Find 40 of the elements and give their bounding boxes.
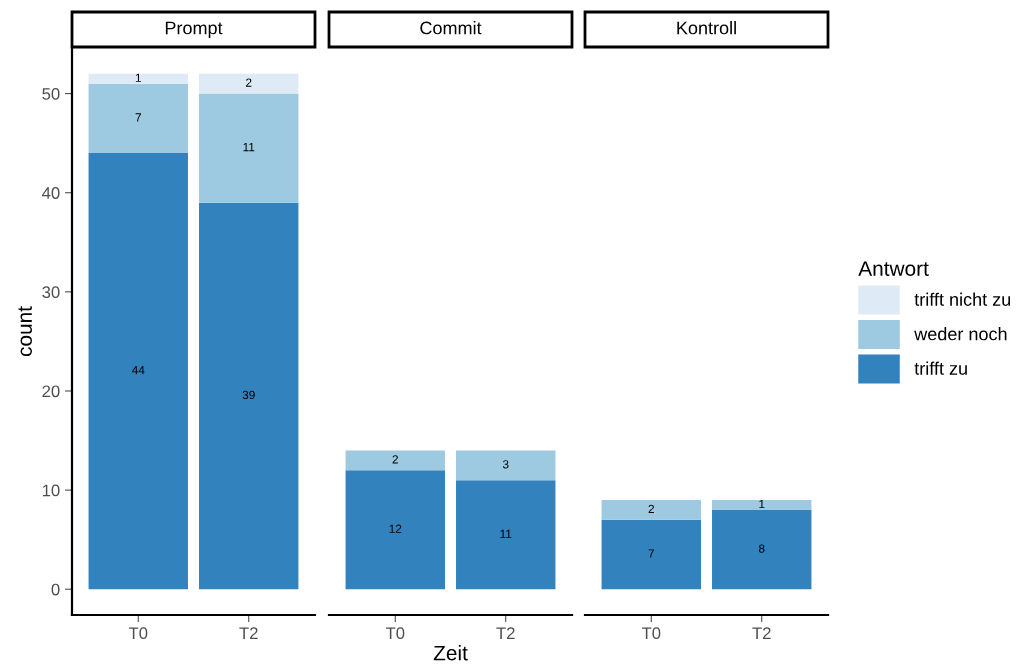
data-label: 44 xyxy=(131,366,145,375)
x-tick-label: T0 xyxy=(641,627,661,640)
data-label: 12 xyxy=(389,524,402,533)
legend-label: weder noch xyxy=(914,327,1007,341)
bar xyxy=(88,73,188,84)
data-label: 39 xyxy=(242,390,255,400)
bar xyxy=(199,73,299,94)
x-axis-title: Zeit xyxy=(433,645,468,661)
bar xyxy=(199,93,299,203)
data-label: 2 xyxy=(648,504,654,513)
x-tick-label: T2 xyxy=(239,627,258,639)
y-axis-title: count xyxy=(18,306,32,357)
data-label: 8 xyxy=(758,544,765,553)
bar xyxy=(88,83,188,154)
x-tick-label: T2 xyxy=(496,627,515,639)
chart-title: Prompt xyxy=(165,21,223,38)
legend-label: trifft zu xyxy=(914,361,967,375)
data-label: 11 xyxy=(500,529,512,538)
x-tick-label: T0 xyxy=(128,627,148,640)
data-label: 7 xyxy=(648,549,654,558)
data-label: 1 xyxy=(135,73,141,82)
data-label: 1 xyxy=(759,499,765,509)
y-tick-label: 0 xyxy=(51,583,60,596)
data-label: 2 xyxy=(246,78,252,87)
y-tick-label: 30 xyxy=(42,286,60,299)
data-label: 11 xyxy=(243,143,255,152)
bar xyxy=(199,202,299,590)
legend-title: Antwort xyxy=(858,261,929,276)
chart-title: Commit xyxy=(420,21,482,35)
data-label: 7 xyxy=(135,113,141,122)
legend-label: trifft nicht zu xyxy=(914,292,1011,306)
x-tick-label: T2 xyxy=(752,627,771,639)
chart-title: Kontroll xyxy=(677,21,736,35)
data-label: 2 xyxy=(392,455,398,464)
x-tick-label: T0 xyxy=(385,627,405,640)
y-tick-label: 40 xyxy=(42,187,60,199)
y-tick-label: 20 xyxy=(42,385,60,398)
y-tick-label: 50 xyxy=(42,88,60,100)
data-label: 3 xyxy=(502,460,509,469)
y-tick-label: 10 xyxy=(42,484,60,497)
